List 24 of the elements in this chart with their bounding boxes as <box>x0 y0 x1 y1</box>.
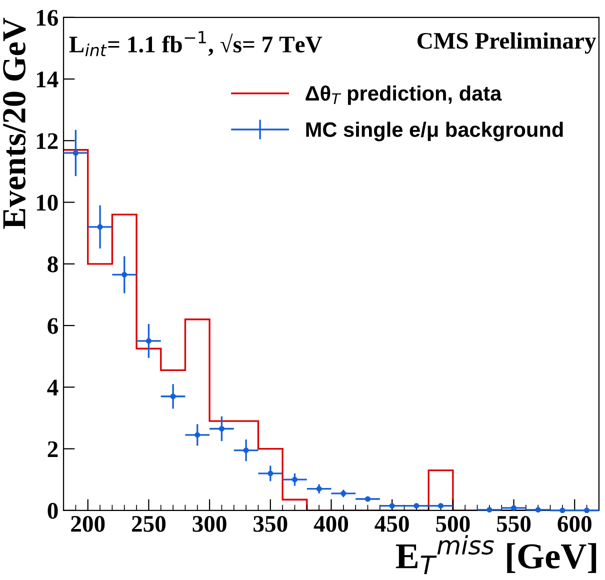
x-tick-label: 400 <box>314 516 348 532</box>
y-tick-label: 6 <box>48 318 58 334</box>
x-tick-label: 350 <box>254 516 288 532</box>
y-tick-label: 16 <box>36 10 58 26</box>
x-tick-label: 550 <box>497 516 531 532</box>
y-tick-label: 2 <box>48 441 58 457</box>
annotation: L$_{int}$= 1.1 fb$^{−1}$, √s= 7 TeV <box>69 31 322 56</box>
y-tick-label: 12 <box>36 133 58 149</box>
y-tick-label: 8 <box>48 256 58 272</box>
x-tick-label: 450 <box>374 516 409 532</box>
x-tick-label: 250 <box>132 516 166 532</box>
x-tick-label: 600 <box>558 516 592 532</box>
y-tick-label: 14 <box>36 72 58 88</box>
x-axis-title: E$_{T}$$^{miss}$ [GeV] <box>396 535 596 574</box>
y-tick-label: 4 <box>47 380 58 396</box>
y-tick-label: 10 <box>36 194 58 211</box>
y-tick-label: 0 <box>48 502 58 519</box>
x-tick-label: 200 <box>71 516 105 532</box>
y-axis-title: Events/20 GeV <box>3 18 26 229</box>
legend-label: Δθ$_{T}$ prediction, data <box>306 85 502 105</box>
annotation: CMS Preliminary <box>418 32 596 54</box>
x-tick-label: 500 <box>436 516 470 532</box>
x-tick-label: 300 <box>192 516 226 532</box>
legend-label: MC single e/μ background <box>306 122 563 142</box>
